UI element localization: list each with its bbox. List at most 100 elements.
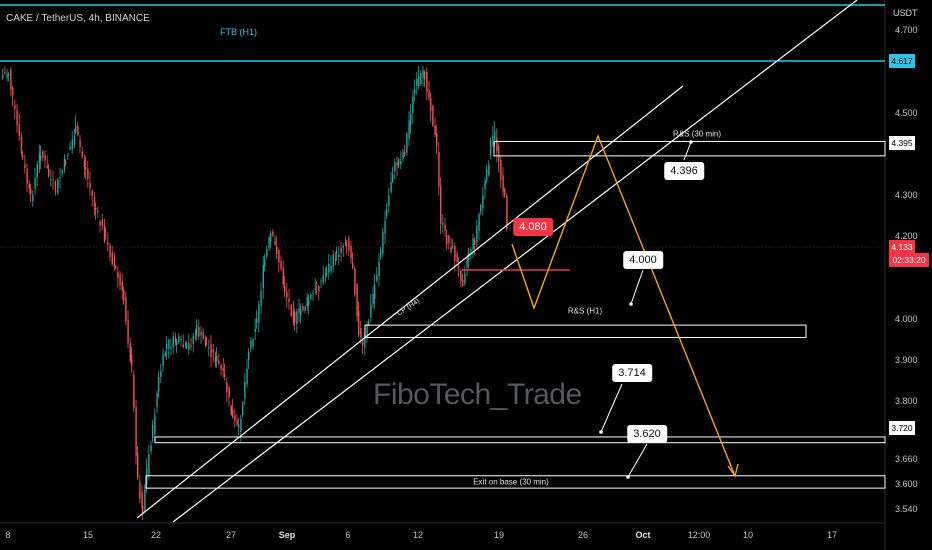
rs-30min-label: R&S (30 min): [672, 129, 722, 139]
callout-4080[interactable]: 4.080: [513, 218, 553, 236]
candle-body: [424, 71, 426, 80]
x-tick-label: 19: [493, 530, 505, 540]
candle-body: [298, 308, 300, 313]
candle-body: [117, 272, 119, 278]
candle-body: [452, 245, 454, 247]
y-tick-label: 4.300: [895, 190, 918, 201]
candle-body: [244, 381, 246, 399]
candle-body: [190, 345, 192, 347]
x-tick-label: Oct: [635, 530, 651, 540]
candle-body: [386, 209, 388, 216]
ftb-price-tag: 4.617: [889, 54, 915, 68]
callout-4396[interactable]: 4.396: [664, 162, 704, 180]
candle-body: [232, 409, 234, 418]
x-tick-label: 8: [5, 530, 11, 540]
candle-body: [4, 72, 6, 74]
candle-body: [322, 275, 324, 283]
candle-body: [368, 321, 370, 326]
candle-body: [24, 164, 26, 168]
y-tick-label: 4.200: [895, 231, 918, 242]
candle-body: [75, 124, 77, 133]
y-tick-label: 3.660: [895, 454, 918, 465]
candle-body: [314, 288, 316, 290]
candle-body: [378, 261, 380, 277]
candle-body: [250, 340, 252, 349]
candle-body: [472, 238, 474, 250]
callout-3620[interactable]: 3.620: [627, 425, 667, 443]
candle-body: [202, 332, 204, 339]
candle-body: [166, 344, 168, 350]
candle-body: [258, 304, 260, 324]
candle-body: [318, 286, 320, 292]
candle-body: [131, 354, 133, 366]
candle-body: [410, 114, 412, 126]
candle-body: [222, 368, 224, 371]
candle-body: [246, 368, 248, 385]
candle-body: [150, 445, 152, 452]
candle-body: [458, 266, 460, 268]
callout-anchor-dot: [599, 430, 603, 434]
candle-body: [372, 294, 374, 304]
candle-body: [254, 329, 256, 332]
candle-body: [384, 220, 386, 234]
candle-body: [414, 89, 416, 95]
candle-body: [20, 136, 23, 154]
candle-body: [428, 90, 430, 98]
candle-body: [316, 290, 318, 292]
candle-body: [336, 250, 338, 254]
last-price-tag: 4.133: [889, 240, 915, 254]
candle-body: [498, 146, 500, 162]
candle-body: [172, 335, 174, 347]
candle-body: [380, 250, 382, 258]
candle-body: [390, 182, 392, 193]
candle-body: [420, 73, 422, 85]
candle-body: [137, 452, 139, 478]
candle-body: [89, 182, 91, 189]
candle-body: [256, 318, 258, 323]
candle-body: [282, 268, 284, 285]
candle-body: [188, 343, 190, 350]
exit-base-label: Exit on base (30 min): [473, 477, 549, 487]
candle-body: [474, 240, 476, 245]
candle-body: [186, 345, 188, 348]
candle-body: [312, 293, 314, 295]
candle-body: [99, 221, 101, 226]
y-tick-label: 3.540: [895, 503, 918, 514]
x-tick-label: 27: [225, 530, 237, 540]
candle-body: [176, 341, 178, 346]
candle-body: [111, 252, 113, 265]
candle-body: [182, 344, 184, 347]
callout-pointer: [627, 443, 648, 478]
candle-body: [52, 179, 54, 181]
candle-body: [107, 242, 109, 245]
candle-body: [69, 146, 71, 150]
candle-body: [476, 226, 478, 243]
candle-body: [210, 344, 212, 358]
candle-body: [77, 125, 79, 136]
candle-body: [412, 95, 414, 113]
callout-3714[interactable]: 3.714: [612, 364, 652, 382]
candle-body: [214, 356, 217, 363]
candle-body: [141, 491, 143, 508]
candle-body: [156, 392, 158, 408]
candle-body: [398, 159, 400, 167]
callout-pointer: [600, 383, 623, 433]
candle-body: [97, 211, 99, 213]
candle-body: [146, 468, 148, 485]
candle-body: [348, 239, 350, 251]
candle-body: [332, 254, 334, 266]
candle-body: [290, 305, 292, 316]
candle-body: [444, 224, 446, 231]
currency-label: USDT: [893, 8, 918, 18]
candle-body: [144, 489, 146, 511]
candle-body: [364, 334, 366, 348]
candle-body: [466, 258, 468, 267]
candle-body: [462, 279, 464, 286]
candle-body: [44, 155, 46, 161]
candle-body: [500, 159, 502, 181]
candle-body: [216, 356, 218, 362]
callout-4000[interactable]: 4.000: [623, 251, 663, 269]
candle-body: [57, 179, 59, 194]
candle-body: [34, 177, 36, 189]
